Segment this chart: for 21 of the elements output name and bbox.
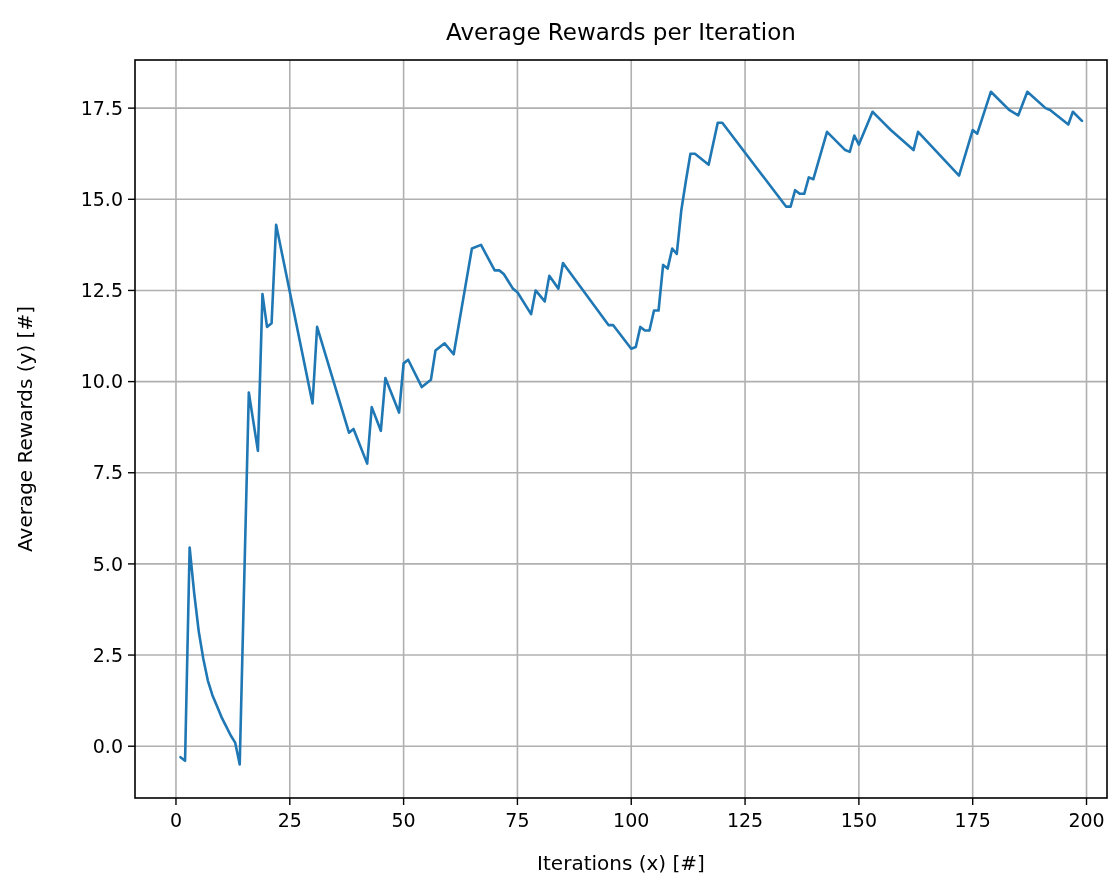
x-tick-label: 50: [391, 809, 416, 831]
chart-title: Average Rewards per Iteration: [446, 19, 796, 45]
x-tick-label: 25: [277, 809, 302, 831]
x-tick-label: 125: [726, 809, 764, 831]
y-axis-title: Average Rewards (y) [#]: [13, 306, 37, 552]
y-tick-label: 0.0: [92, 734, 123, 757]
y-tick-label: 5.0: [92, 552, 123, 575]
x-tick-label: 200: [1068, 809, 1105, 831]
line-series: [179, 90, 1084, 766]
x-tick-label: 175: [954, 809, 991, 831]
x-tick-label: 0: [169, 809, 183, 831]
y-tick-label: 17.5: [80, 96, 123, 119]
y-tick-label: 7.5: [92, 461, 123, 484]
x-tick-label: 75: [505, 809, 530, 831]
y-tick-label: 10.0: [80, 370, 123, 393]
y-tick-label: 15.0: [80, 187, 123, 210]
x-axis-title: Iterations (x) [#]: [537, 851, 705, 875]
x-tick-label: 150: [840, 809, 878, 831]
y-tick-label: 2.5: [92, 643, 123, 666]
y-tick-label: 12.5: [80, 279, 123, 302]
x-tick-label: 100: [613, 809, 650, 831]
